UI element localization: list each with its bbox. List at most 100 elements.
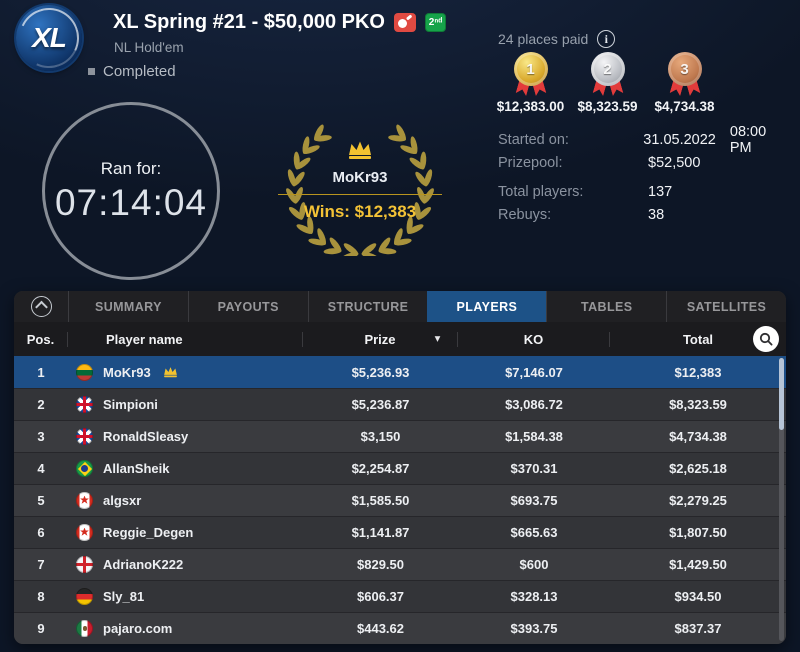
row-prize: $1,585.50 <box>351 493 410 508</box>
tab-satellites[interactable]: SATELLITES <box>666 291 786 322</box>
tab-payouts[interactable]: PAYOUTS <box>187 291 308 322</box>
column-prize-label: Prize <box>364 331 396 347</box>
row-player: pajaro.com <box>68 620 303 637</box>
flag-canada-icon <box>76 524 93 541</box>
crown-icon <box>349 141 371 159</box>
table-row[interactable]: 4 AllanSheik $2,254.87 $370.31 $2,625.18 <box>14 452 786 484</box>
player-name: Sly_81 <box>103 589 145 604</box>
table-row[interactable]: 7 AdrianoK222 $829.50 $600 $1,429.50 <box>14 548 786 580</box>
row-player: Sly_81 <box>68 588 303 605</box>
player-name: algsxr <box>103 493 142 508</box>
table-row[interactable]: 3 RonaldSleasy $3,150 $1,584.38 $4,734.3… <box>14 420 786 452</box>
caret-down-icon[interactable]: ▾ <box>434 333 440 345</box>
row-ko: $1,584.38 <box>505 429 563 444</box>
xl-logo: XL <box>16 5 82 71</box>
stat-value: 137 <box>648 183 673 200</box>
row-player: MoKr93 <box>68 363 303 381</box>
stat-label: Rebuys: <box>498 206 552 223</box>
stat-value: 38 <box>648 206 665 223</box>
status-label: Completed <box>103 63 176 80</box>
tournament-stats: Started on: 31.05.2022 08:00 PM Prizepoo… <box>498 124 790 226</box>
table-row[interactable]: 5 algsxr $1,585.50 $693.75 $2,279.25 <box>14 484 786 516</box>
row-total: $2,279.25 <box>669 493 727 508</box>
row-total: $934.50 <box>674 589 722 604</box>
ran-for-label: Ran for: <box>100 158 162 178</box>
stat-label: Prizepool: <box>498 154 563 171</box>
row-player: RonaldSleasy <box>68 428 303 445</box>
row-prize: $2,254.87 <box>351 461 410 476</box>
top-three-medals: 1 $12,383.00 2 $8,323.59 3 $4,734.38 <box>492 52 723 114</box>
row-ko: $370.31 <box>510 461 558 476</box>
scrollbar-thumb[interactable] <box>779 358 784 430</box>
player-name: MoKr93 <box>103 364 151 380</box>
chevron-up-icon <box>30 296 52 317</box>
status-badge: Completed <box>88 63 176 80</box>
table-row[interactable]: 2 Simpioni $5,236.87 $3,086.72 $8,323.59 <box>14 388 786 420</box>
row-player: AdrianoK222 <box>68 556 303 573</box>
tab-summary[interactable]: SUMMARY <box>94 299 162 314</box>
row-ko: $328.13 <box>510 589 558 604</box>
row-prize: $606.37 <box>357 589 404 604</box>
stat-value: 31.05.2022 <box>643 131 716 148</box>
players-table-body: 1 MoKr93 $5,236.93 $7,146.07 $12,383 2 <box>14 356 786 644</box>
xl-logo-text: XL <box>32 22 67 53</box>
table-row[interactable]: 1 MoKr93 $5,236.93 $7,146.07 $12,383 <box>14 356 786 388</box>
table-row[interactable]: 9 pajaro.com $443.62 $393.75 $837.37 <box>14 612 786 644</box>
winner-divider <box>278 194 442 195</box>
row-pos: 2 <box>37 397 45 412</box>
table-header: Pos. Player name Prize ▾ KO Total <box>14 322 786 356</box>
stat-extra: 08:00 PM <box>729 123 767 156</box>
table-row[interactable]: 8 Sly_81 $606.37 $328.13 $934.50 <box>14 580 786 612</box>
tab-tables[interactable]: TABLES <box>546 291 666 322</box>
places-paid: 24 places paid i <box>498 30 616 48</box>
info-icon[interactable]: i <box>597 30 616 48</box>
row-ko: $3,086.72 <box>505 397 563 412</box>
stat-value: $52,500 <box>648 154 701 171</box>
medal-second: 2 $8,323.59 <box>569 52 646 114</box>
second-chance-badge: 2ⁿᵈ <box>424 13 446 32</box>
tab-bar: SUMMARY PAYOUTS STRUCTURE PLAYERS TABLES… <box>14 291 786 322</box>
row-prize: $5,236.93 <box>351 364 410 380</box>
flag-germany-icon <box>76 588 93 605</box>
player-name: Reggie_Degen <box>103 525 194 540</box>
medal-first: 1 $12,383.00 <box>492 52 569 114</box>
page-title: XL Spring #21 - $50,000 PKO <box>113 11 385 33</box>
row-pos: 5 <box>37 493 45 508</box>
player-name: AdrianoK222 <box>103 557 184 572</box>
row-player: Reggie_Degen <box>68 524 303 541</box>
row-player: Simpioni <box>68 396 303 413</box>
row-ko: $7,146.07 <box>505 364 563 380</box>
column-prize[interactable]: Prize ▾ <box>303 331 458 347</box>
search-button[interactable] <box>753 326 779 352</box>
winner-name: MoKr93 <box>332 169 388 186</box>
game-type-label: NL Hold'em <box>114 40 184 55</box>
collapse-button[interactable] <box>14 291 69 322</box>
second-prize: $8,323.59 <box>577 99 638 114</box>
row-prize: $443.62 <box>357 621 404 636</box>
row-player: AllanSheik <box>68 460 303 477</box>
winner-wreath: MoKr93 Wins: $12,383 <box>246 116 474 256</box>
scrollbar-track[interactable] <box>779 358 784 641</box>
flag-uk-icon <box>76 396 93 413</box>
row-ko: $665.63 <box>510 525 558 540</box>
title-row: XL Spring #21 - $50,000 PKO 2ⁿᵈ <box>113 11 446 34</box>
tab-players[interactable]: PLAYERS <box>427 291 547 322</box>
row-prize: $5,236.87 <box>351 397 410 412</box>
row-total: $8,323.59 <box>669 397 727 412</box>
row-prize: $829.50 <box>357 557 404 572</box>
row-pos: 3 <box>37 429 45 444</box>
stat-total-players: Total players: 137 <box>498 180 790 203</box>
bomb-ko-badge-icon <box>393 13 416 32</box>
table-row[interactable]: 6 Reggie_Degen $1,141.87 $665.63 $1,807.… <box>14 516 786 548</box>
flag-brazil-icon <box>76 460 93 477</box>
laurel-wreath-icon <box>246 116 474 256</box>
row-pos: 1 <box>37 364 45 380</box>
stat-label: Total players: <box>498 183 584 200</box>
column-pos: Pos. <box>14 331 68 347</box>
flag-england-icon <box>76 556 93 573</box>
tab-structure[interactable]: STRUCTURE <box>307 291 428 322</box>
third-prize: $4,734.38 <box>654 99 715 114</box>
column-total: Total <box>682 331 714 347</box>
flag-lithuania-icon <box>76 363 93 381</box>
